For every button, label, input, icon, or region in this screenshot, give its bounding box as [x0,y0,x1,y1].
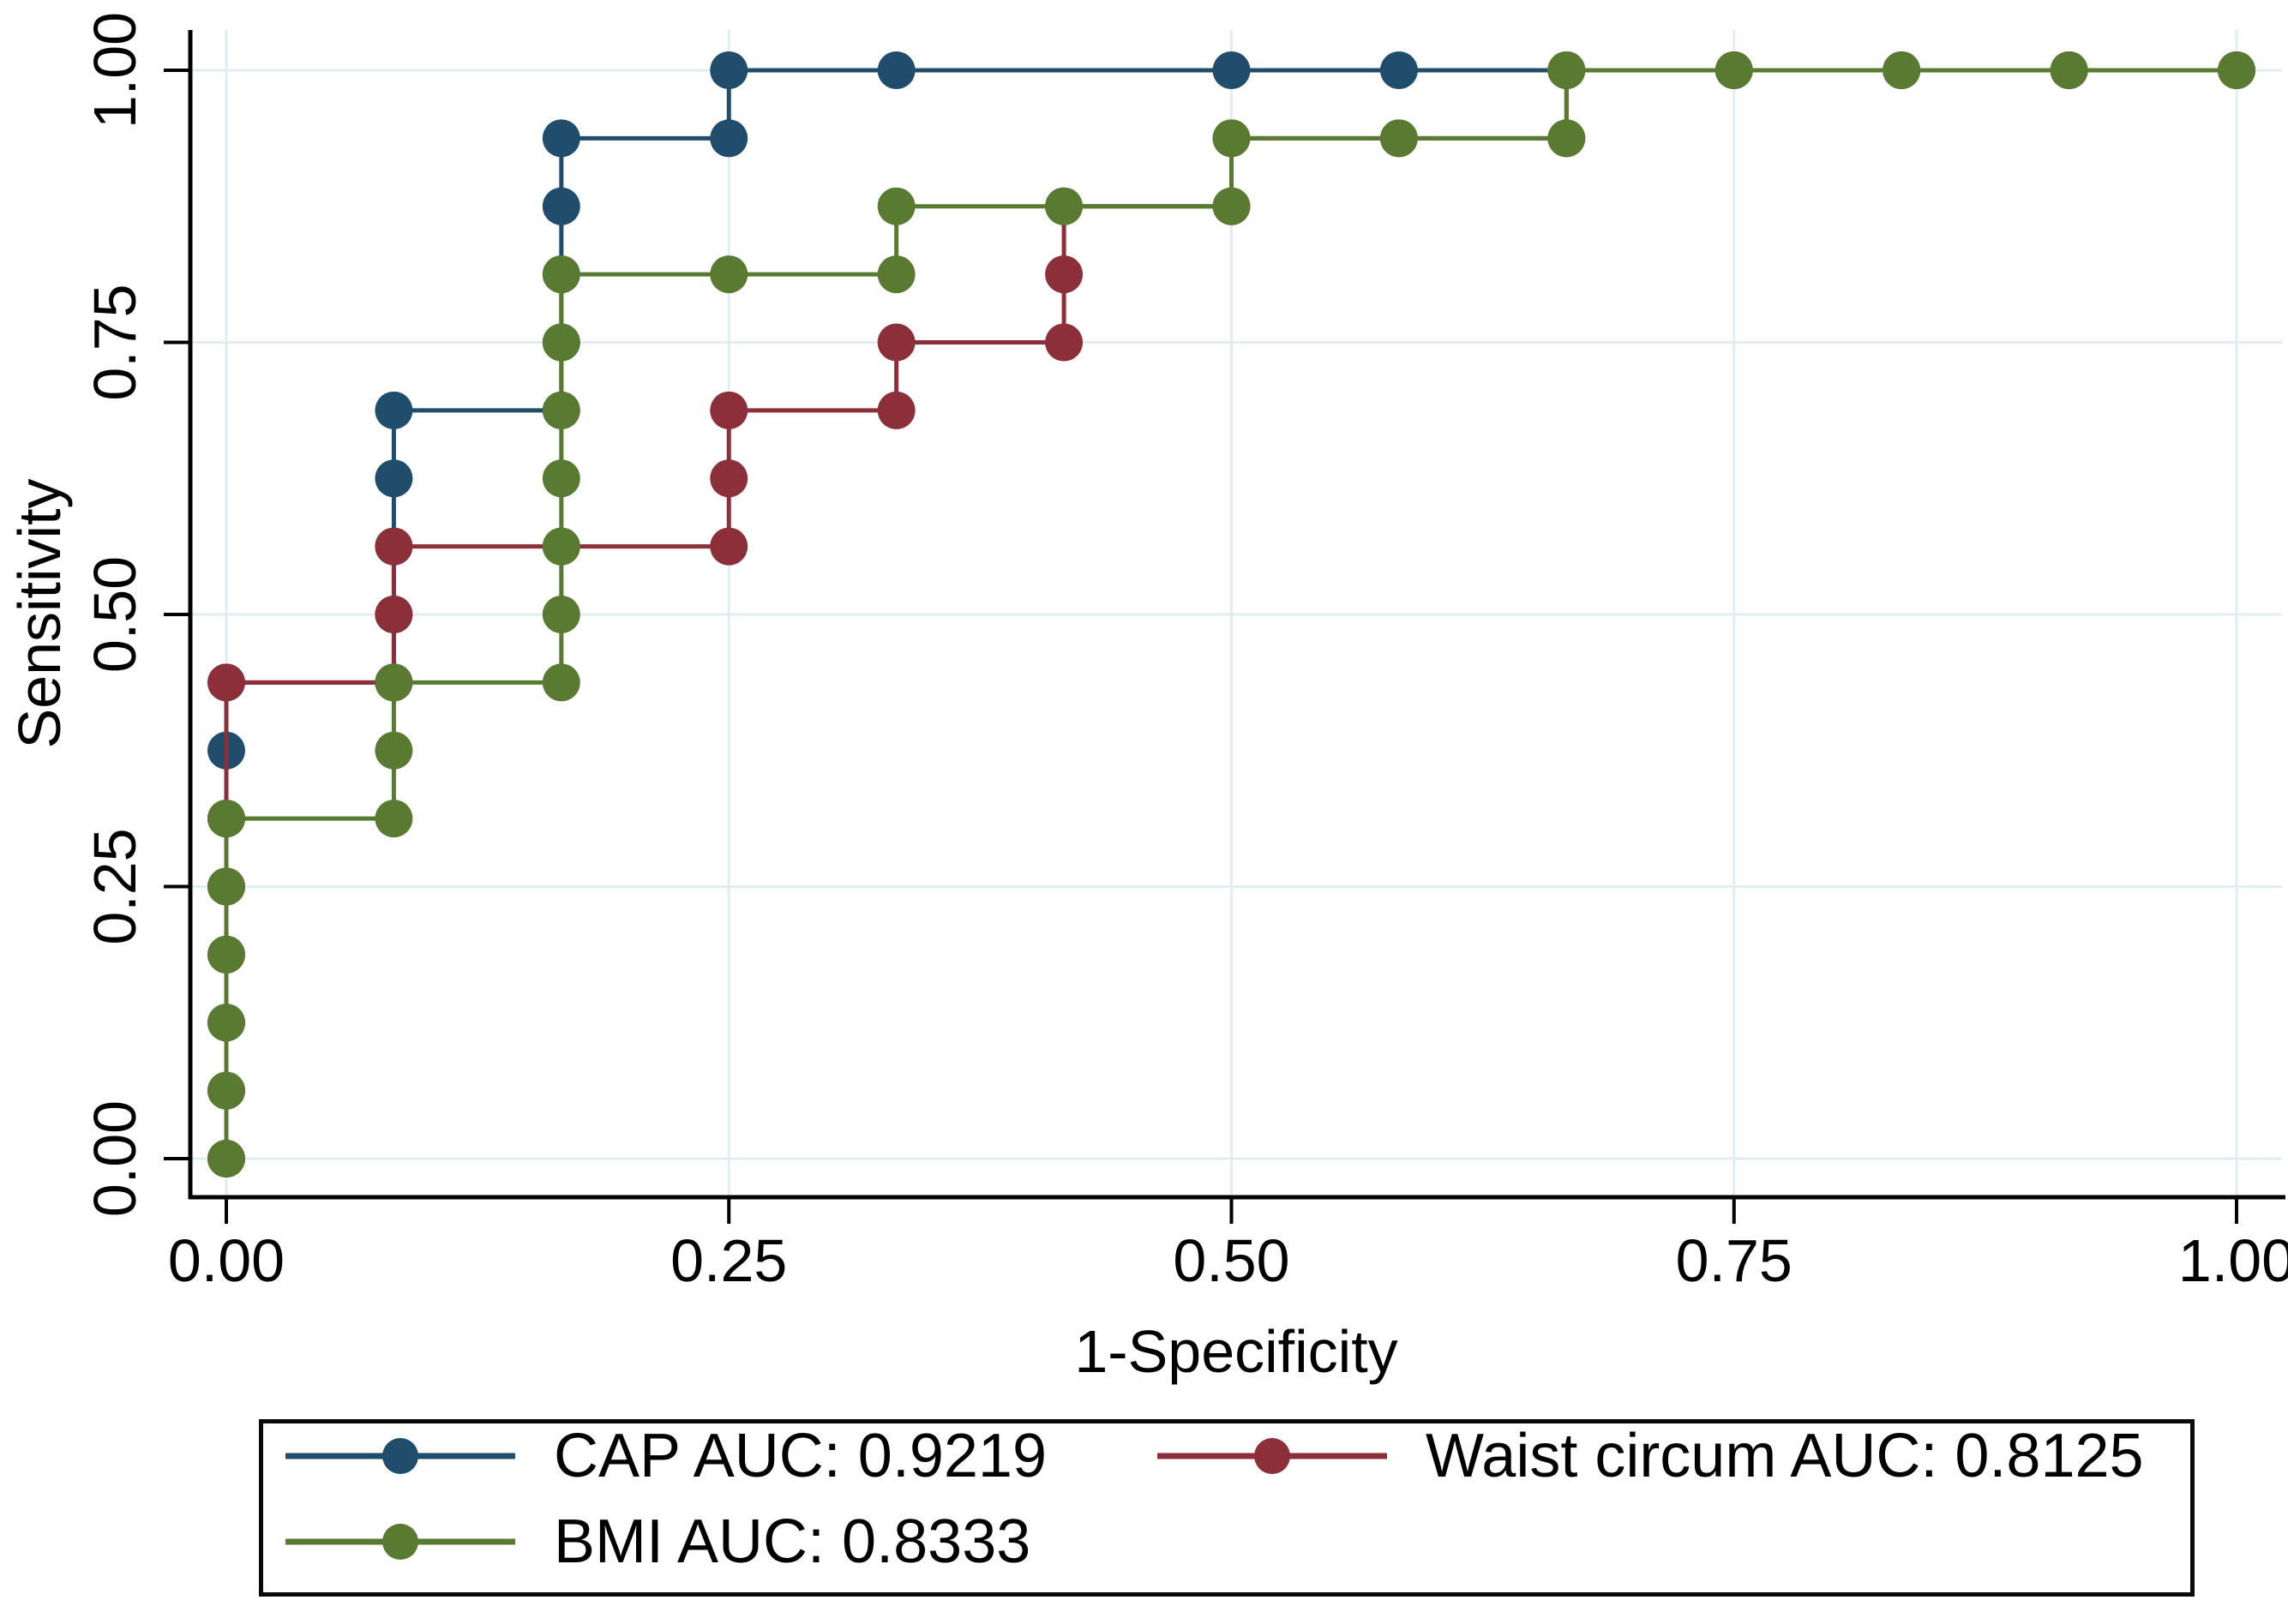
waist-legend-dot-icon [1254,1438,1290,1474]
roc-marker-waist [1045,323,1084,362]
roc-marker-bmi [542,663,580,702]
legend-label-cap: CAP AUC: 0.9219 [554,1422,1048,1490]
y-tick-label: 0.00 [81,1100,148,1217]
roc-marker-cap [1379,51,1418,89]
roc-marker-bmi [542,596,580,633]
roc-marker-bmi [2050,51,2088,89]
roc-marker-cap [877,51,916,89]
roc-marker-cap [1212,51,1251,89]
roc-marker-bmi [1212,187,1251,225]
roc-marker-bmi [375,800,413,838]
roc-marker-bmi [1547,119,1586,158]
roc-marker-bmi [542,323,580,362]
roc-marker-bmi [207,800,245,838]
roc-marker-waist [207,663,245,702]
x-tick-label: 0.50 [1173,1227,1289,1294]
roc-marker-bmi [1547,51,1586,89]
roc-marker-waist [710,391,748,429]
roc-marker-cap [710,51,748,89]
roc-marker-cap [375,459,413,498]
y-tick-label: 0.25 [81,828,148,944]
roc-marker-bmi [542,527,580,566]
roc-marker-cap [375,391,413,429]
roc-marker-bmi [207,1140,245,1178]
legend-item-waist: Waist circum AUC: 0.8125 [1155,1422,2144,1490]
series-layer [207,51,2255,1178]
legend-label-bmi: BMI AUC: 0.8333 [554,1507,1031,1576]
y-tick-label: 1.00 [81,12,148,129]
bmi-legend-dot-icon [382,1524,418,1560]
cap-legend-dot-icon [382,1438,418,1474]
roc-marker-waist [375,596,413,633]
roc-marker-bmi [877,187,916,225]
legend-box: CAP AUC: 0.9219 Waist circum AUC: 0.8125… [259,1419,2195,1597]
roc-marker-bmi [1379,119,1418,158]
x-tick-label: 0.00 [168,1227,285,1294]
x-tick-label: 1.00 [2178,1227,2288,1294]
roc-marker-waist [375,527,413,566]
bmi-line-marker-swatch [285,1524,515,1560]
legend-label-waist: Waist circum AUC: 0.8125 [1426,1422,2144,1490]
cap-line-marker-swatch [285,1438,515,1474]
roc-marker-waist [710,459,748,498]
x-tick-label: 0.75 [1676,1227,1793,1294]
legend-item-bmi: BMI AUC: 0.8333 [283,1507,1031,1576]
roc-marker-cap [710,119,748,158]
roc-marker-bmi [542,255,580,294]
roc-series-bmi [207,51,2255,1178]
roc-marker-bmi [1883,51,1921,89]
x-tick-label: 0.25 [670,1227,787,1294]
roc-marker-bmi [207,1004,245,1042]
waist-line-marker-swatch [1157,1438,1387,1474]
y-tick-label: 0.50 [81,556,148,673]
roc-marker-bmi [542,391,580,429]
y-tick-label: 0.75 [81,284,148,400]
roc-marker-waist [1045,255,1084,294]
roc-marker-bmi [2218,51,2255,89]
roc-marker-bmi [710,255,748,294]
roc-marker-waist [710,527,748,566]
roc-marker-waist [877,323,916,362]
roc-marker-bmi [1212,119,1251,158]
y-axis-title: Sensitivity [6,478,73,748]
roc-marker-bmi [375,731,413,770]
x-axis-title: 1-Specificity [1074,1318,1397,1385]
roc-marker-bmi [1714,51,1753,89]
roc-marker-bmi [1045,187,1084,225]
roc-marker-bmi [375,663,413,702]
legend-item-cap: CAP AUC: 0.9219 [283,1422,1048,1490]
roc-marker-bmi [542,459,580,498]
roc-marker-bmi [207,867,245,906]
axes-layer: 0.00 0.25 0.50 0.75 1.00 0.00 0.25 0.50 0.75 1.00 [81,12,2288,1294]
roc-marker-bmi [877,255,916,294]
roc-marker-cap [542,119,580,158]
roc-marker-waist [877,391,916,429]
roc-marker-cap [542,187,580,225]
roc-marker-bmi [207,1071,245,1110]
roc-marker-bmi [207,935,245,974]
